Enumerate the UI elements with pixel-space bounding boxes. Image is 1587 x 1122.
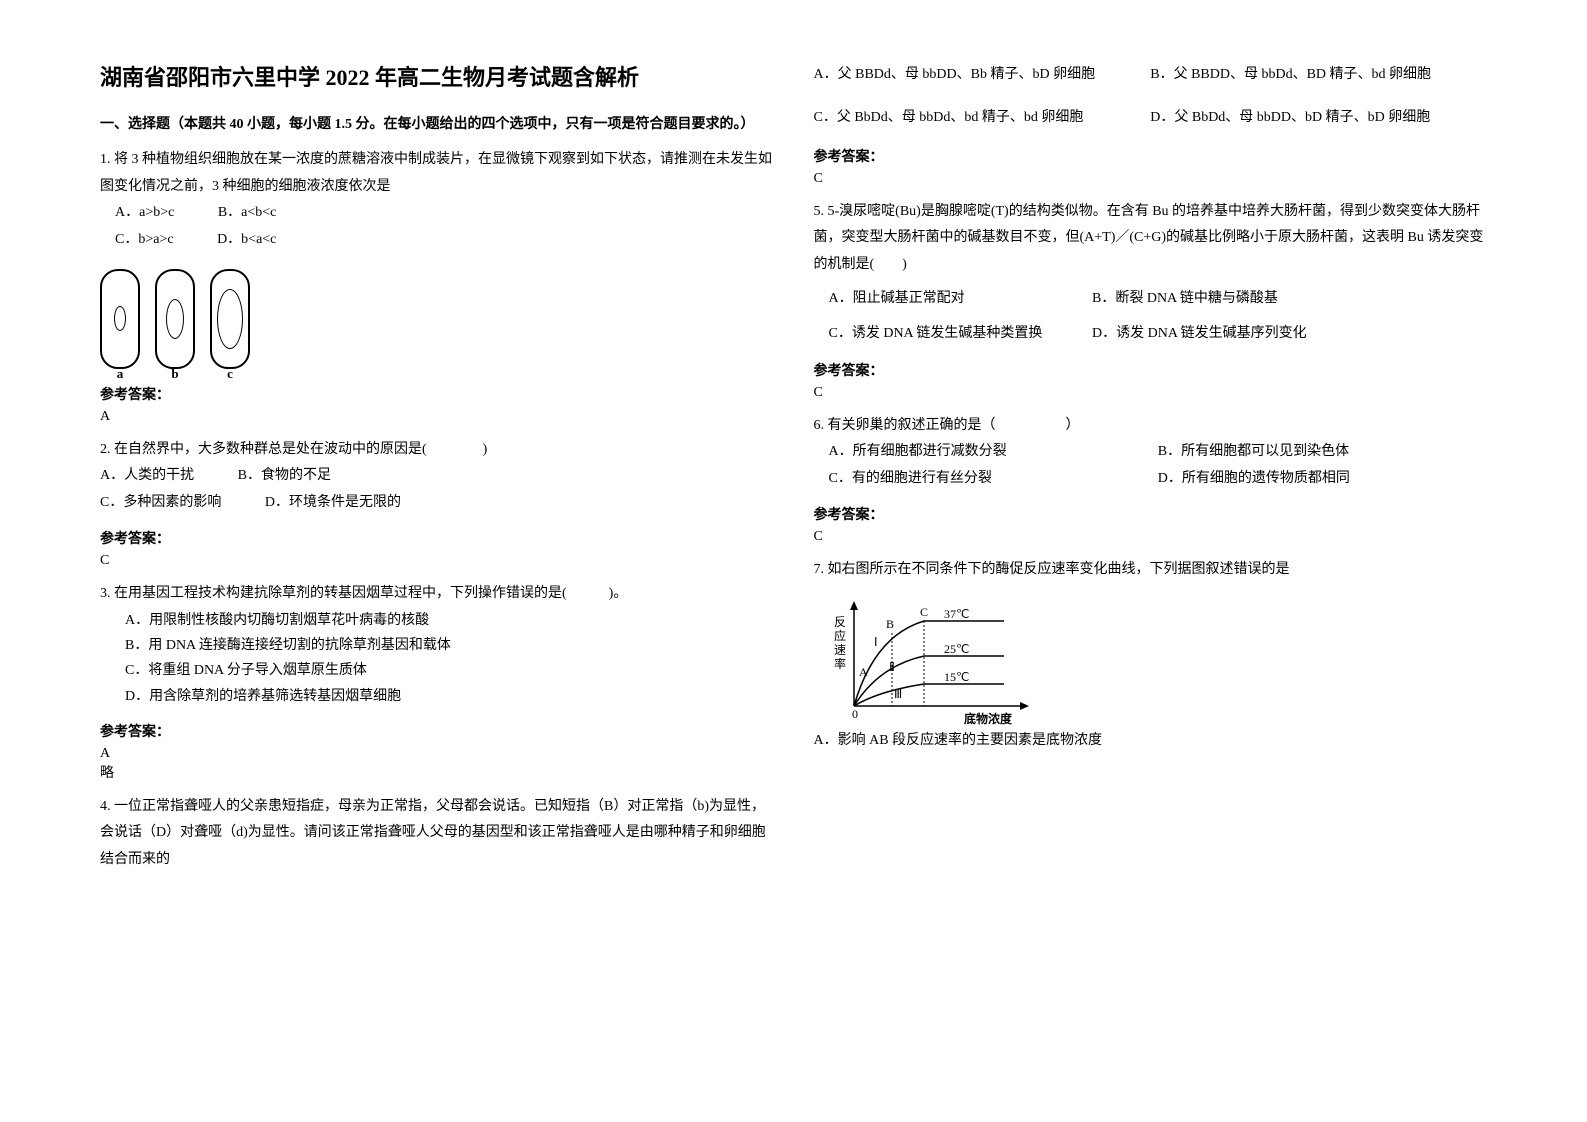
- svg-text:率: 率: [834, 656, 846, 671]
- question-7: 7. 如右图所示在不同条件下的酶促反应速率变化曲线，下列据图叙述错误的是 反: [814, 557, 1488, 754]
- q5-opt-b: B．断裂 DNA 链中糖与磷酸基: [1092, 286, 1278, 313]
- answer-3: A 略: [100, 746, 774, 782]
- cell-a: a: [100, 269, 140, 369]
- q1-opt-b: B．a<b<c: [218, 200, 277, 227]
- q4-opt-b: B．父 BBDD、母 bbDd、BD 精子、bd 卵细胞: [1150, 60, 1487, 91]
- q3-opt-a: A．用限制性核酸内切酶切割烟草花叶病毒的核酸: [100, 608, 774, 633]
- q2-text: 2. 在自然界中，大多数种群总是处在波动中的原因是( ): [100, 437, 774, 464]
- q6-opt-c: C．有的细胞进行有丝分裂: [829, 466, 1158, 493]
- q1-opt-a: A．a>b>c: [115, 200, 174, 227]
- question-4: 4. 一位正常指聋哑人的父亲患短指症，母亲为正常指，父母都会说话。已知短指（B）…: [100, 794, 774, 874]
- q2-opt-c: C．多种因素的影响: [100, 490, 221, 517]
- answer-1: A: [100, 409, 774, 425]
- answer-5: C: [814, 385, 1488, 401]
- q4-opt-c: C．父 BbDd、母 bbDd、bd 精子、bd 卵细胞: [814, 103, 1151, 134]
- q6-opt-d: D．所有细胞的遗传物质都相同: [1158, 466, 1487, 493]
- q1-text: 1. 将 3 种植物组织细胞放在某一浓度的蔗糖溶液中制成装片，在显微镜下观察到如…: [100, 147, 774, 200]
- q5-opt-d: D．诱发 DNA 链发生碱基序列变化: [1092, 321, 1307, 348]
- chart-ylabel-1: 反: [834, 615, 846, 629]
- cell-c-label: c: [227, 362, 233, 387]
- document-title: 湖南省邵阳市六里中学 2022 年高二生物月考试题含解析: [100, 60, 774, 92]
- answer-label-2: 参考答案：: [100, 528, 774, 548]
- answer-2: C: [100, 553, 774, 569]
- answer-label-4: 参考答案：: [814, 146, 1488, 166]
- q4-opt-a: A．父 BBDd、母 bbDD、Bb 精子、bD 卵细胞: [814, 60, 1151, 91]
- chart-l3: Ⅲ: [894, 687, 902, 701]
- q3-opt-d: D．用含除草剂的培养基筛选转基因烟草细胞: [100, 684, 774, 709]
- answer-label-1: 参考答案：: [100, 384, 774, 404]
- q7-text: 7. 如右图所示在不同条件下的酶促反应速率变化曲线，下列据图叙述错误的是: [814, 557, 1488, 584]
- question-4-options: A．父 BBDd、母 bbDD、Bb 精子、bD 卵细胞 B．父 BBDD、母 …: [814, 60, 1488, 134]
- chart-l1: Ⅰ: [874, 635, 878, 649]
- answer-label-3: 参考答案：: [100, 721, 774, 741]
- chart-t3: 15℃: [944, 670, 969, 684]
- q5-opt-c: C．诱发 DNA 链发生碱基种类置换: [829, 321, 1049, 348]
- q3-opt-c: C．将重组 DNA 分子导入烟草原生质体: [100, 658, 774, 683]
- cell-b-inner: [166, 299, 184, 339]
- chart-t1: 37℃: [944, 607, 969, 621]
- q2-opt-a: A．人类的干扰: [100, 463, 194, 490]
- q1-opt-c: C．b>a>c: [115, 227, 174, 254]
- section-1-heading: 一、选择题（本题共 40 小题，每小题 1.5 分。在每小题给出的四个选项中，只…: [100, 112, 774, 137]
- cell-a-label: a: [117, 362, 124, 387]
- chart-t2: 25℃: [944, 642, 969, 656]
- answer-3-letter: A: [100, 746, 774, 762]
- cell-diagram: a b c: [100, 269, 774, 369]
- answer-4: C: [814, 171, 1488, 187]
- cell-c: c: [210, 269, 250, 369]
- q6-opt-b: B．所有细胞都可以见到染色体: [1158, 439, 1487, 466]
- left-column: 湖南省邵阳市六里中学 2022 年高二生物月考试题含解析 一、选择题（本题共 4…: [80, 60, 794, 1062]
- right-column: A．父 BBDd、母 bbDD、Bb 精子、bD 卵细胞 B．父 BBDD、母 …: [794, 60, 1508, 1062]
- svg-text:应: 应: [834, 628, 846, 643]
- svg-text:速: 速: [834, 643, 846, 657]
- chart-origin: 0: [852, 707, 858, 721]
- question-5: 5. 5-溴尿嘧啶(Bu)是胸腺嘧啶(T)的结构类似物。在含有 Bu 的培养基中…: [814, 199, 1488, 348]
- chart-l2: Ⅱ: [889, 660, 895, 674]
- q2-opt-b: B．食物的不足: [238, 463, 331, 490]
- q4-text: 4. 一位正常指聋哑人的父亲患短指症，母亲为正常指，父母都会说话。已知短指（B）…: [100, 794, 774, 874]
- enzyme-chart: 反 应 速 率 0 底物浓度 A B C Ⅰ Ⅱ Ⅲ 37℃ 25℃ 15℃: [824, 596, 1044, 716]
- q2-opt-d: D．环境条件是无限的: [265, 490, 401, 517]
- q6-text: 6. 有关卵巢的叙述正确的是（ ）: [814, 413, 1488, 440]
- cell-b-label: b: [171, 362, 178, 387]
- chart-point-b: B: [886, 617, 894, 631]
- q7-opt-a: A．影响 AB 段反应速率的主要因素是底物浓度: [814, 728, 1488, 755]
- q1-opt-d: D．b<a<c: [217, 227, 276, 254]
- q6-opt-a: A．所有细胞都进行减数分裂: [829, 439, 1158, 466]
- answer-6: C: [814, 529, 1488, 545]
- q5-text: 5. 5-溴尿嘧啶(Bu)是胸腺嘧啶(T)的结构类似物。在含有 Bu 的培养基中…: [814, 199, 1488, 279]
- chart-xlabel: 底物浓度: [964, 711, 1013, 726]
- q3-text: 3. 在用基因工程技术构建抗除草剂的转基因烟草过程中，下列操作错误的是( )。: [100, 581, 774, 608]
- answer-label-6: 参考答案：: [814, 504, 1488, 524]
- chart-point-a: A: [859, 665, 868, 679]
- question-3: 3. 在用基因工程技术构建抗除草剂的转基因烟草过程中，下列操作错误的是( )。 …: [100, 581, 774, 708]
- q3-opt-b: B．用 DNA 连接酶连接经切割的抗除草剂基因和载体: [100, 633, 774, 658]
- cell-c-inner: [217, 289, 243, 349]
- answer-3-note: 略: [100, 762, 774, 782]
- q4-opt-d: D．父 BbDd、母 bbDD、bD 精子、bD 卵细胞: [1150, 103, 1487, 134]
- answer-label-5: 参考答案：: [814, 360, 1488, 380]
- chart-point-c: C: [920, 605, 928, 619]
- question-6: 6. 有关卵巢的叙述正确的是（ ） A．所有细胞都进行减数分裂 B．所有细胞都可…: [814, 413, 1488, 493]
- cell-b: b: [155, 269, 195, 369]
- q5-opt-a: A．阻止碱基正常配对: [829, 286, 1049, 313]
- question-2: 2. 在自然界中，大多数种群总是处在波动中的原因是( ) A．人类的干扰 B．食…: [100, 437, 774, 517]
- question-1: 1. 将 3 种植物组织细胞放在某一浓度的蔗糖溶液中制成装片，在显微镜下观察到如…: [100, 147, 774, 368]
- cell-a-inner: [114, 306, 126, 331]
